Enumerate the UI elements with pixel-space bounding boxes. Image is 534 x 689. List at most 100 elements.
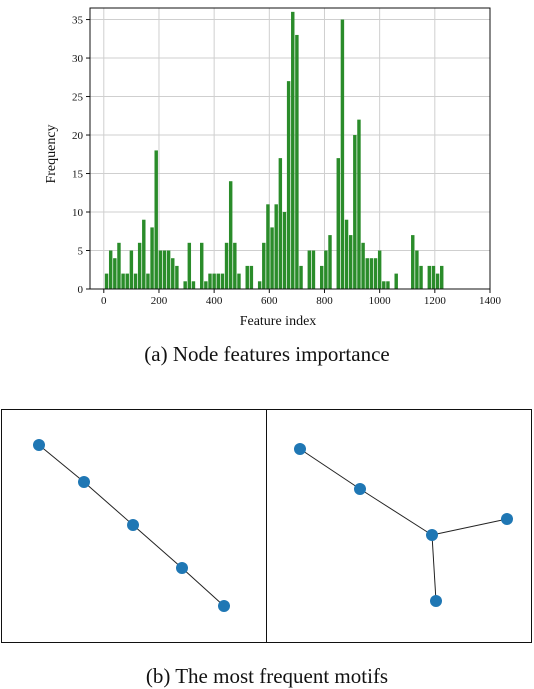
motif-node <box>176 562 188 574</box>
histogram-bar <box>369 258 374 289</box>
histogram-bar <box>142 219 146 289</box>
histogram-bar <box>212 273 216 289</box>
histogram-bar <box>394 273 398 289</box>
histogram-bar <box>286 81 291 289</box>
y-tick-label: 30 <box>72 53 84 65</box>
histogram-bars <box>104 11 444 290</box>
histogram-bar <box>249 265 254 289</box>
histogram-bar <box>175 265 179 289</box>
x-tick-label: 200 <box>151 295 168 307</box>
histogram-bar <box>299 265 303 289</box>
y-axis-label: Frequency <box>44 124 59 183</box>
y-tick-label: 20 <box>72 130 84 142</box>
histogram-bar <box>266 204 270 289</box>
motif-edge <box>38 444 85 483</box>
motif-panel-1 <box>1 409 268 643</box>
motif-edge <box>181 567 225 607</box>
caption-a: (a) Node features importance <box>144 342 390 366</box>
y-tick-label: 35 <box>72 15 84 27</box>
motif-edge <box>132 524 183 569</box>
histogram-bar <box>121 273 125 289</box>
histogram-bar <box>166 250 171 289</box>
histogram-bar <box>357 119 361 290</box>
axes: 0 200 400 600 800 1000 1200 1400 0 5 10 15 20 25 30 35 <box>72 7 502 307</box>
histogram-bar <box>191 281 196 289</box>
histogram-bar <box>162 250 167 289</box>
histogram-bar <box>183 281 187 289</box>
histogram-bar <box>311 250 316 289</box>
motif-graph-1 <box>33 439 230 612</box>
histogram-bar <box>108 250 113 289</box>
histogram-bar <box>340 19 345 290</box>
histogram-bar <box>415 250 419 289</box>
motif-edge <box>83 481 134 526</box>
histogram-bar <box>435 273 440 289</box>
histogram-bar <box>419 265 423 289</box>
histogram-bar <box>133 273 138 289</box>
histogram-bar <box>146 273 150 289</box>
histogram-bar <box>204 281 208 289</box>
y-tick-label: 15 <box>72 169 84 181</box>
y-tick-label: 0 <box>78 284 84 296</box>
histogram-bar <box>320 265 324 289</box>
plot-frame <box>89 7 491 290</box>
motif-node <box>218 600 230 612</box>
histogram-bar <box>373 258 378 289</box>
histogram-bar <box>237 273 241 289</box>
histogram-bar <box>257 281 262 289</box>
histogram-bar <box>233 242 237 289</box>
x-tick-label: 1000 <box>369 295 392 307</box>
x-tick-label: 800 <box>316 295 333 307</box>
x-tick-label: 1200 <box>424 295 447 307</box>
histogram-bar <box>307 250 312 289</box>
motif-graph-2 <box>294 443 513 607</box>
motif-node <box>127 519 139 531</box>
motif-edge <box>431 534 437 602</box>
histogram-bar <box>353 135 357 289</box>
histogram-bar <box>344 219 349 289</box>
histogram-bar <box>324 250 328 289</box>
histogram-bar <box>129 250 134 289</box>
histogram-bar <box>224 242 229 289</box>
histogram-bar <box>125 273 129 289</box>
histogram-bar <box>328 235 332 289</box>
x-axis-label: Feature index <box>240 314 317 329</box>
motif-node <box>354 483 366 495</box>
x-tick-label: 600 <box>261 295 278 307</box>
motif-edge <box>359 488 433 536</box>
histogram-bar <box>262 242 266 289</box>
motif-node <box>78 476 90 488</box>
histogram-bar <box>274 204 278 289</box>
motif-node <box>426 529 438 541</box>
histogram-bar <box>427 265 432 289</box>
histogram-bar <box>171 258 175 289</box>
histogram-bar <box>137 242 142 289</box>
histogram-bar <box>382 281 386 289</box>
histogram-bar <box>158 250 163 289</box>
histogram-bar <box>365 258 369 289</box>
histogram-bar <box>228 181 233 289</box>
y-tick-label: 10 <box>72 207 84 219</box>
histogram-bar <box>377 250 382 289</box>
histogram-bar <box>113 258 117 289</box>
histogram-bar <box>278 158 283 289</box>
histogram-bar <box>150 227 154 289</box>
histogram-bar <box>216 273 220 289</box>
histogram-bar <box>336 158 340 289</box>
histogram-bar <box>117 242 121 289</box>
histogram-bar <box>295 34 299 289</box>
histogram-bar <box>282 212 287 289</box>
y-tick-label: 25 <box>72 92 84 104</box>
histogram-bar <box>104 273 109 289</box>
histogram-bar <box>431 265 436 289</box>
feature-importance-histogram: 0 200 400 600 800 1000 1200 140005101520253035 … <box>44 7 502 329</box>
motif-node <box>294 443 306 455</box>
histogram-bar <box>291 11 295 290</box>
histogram-bar <box>440 265 444 289</box>
histogram-bar <box>245 265 249 289</box>
x-tick-label: 1400 <box>479 295 502 307</box>
histogram-bar <box>208 273 212 289</box>
histogram-bar <box>200 242 204 289</box>
motif-edge <box>431 518 508 536</box>
